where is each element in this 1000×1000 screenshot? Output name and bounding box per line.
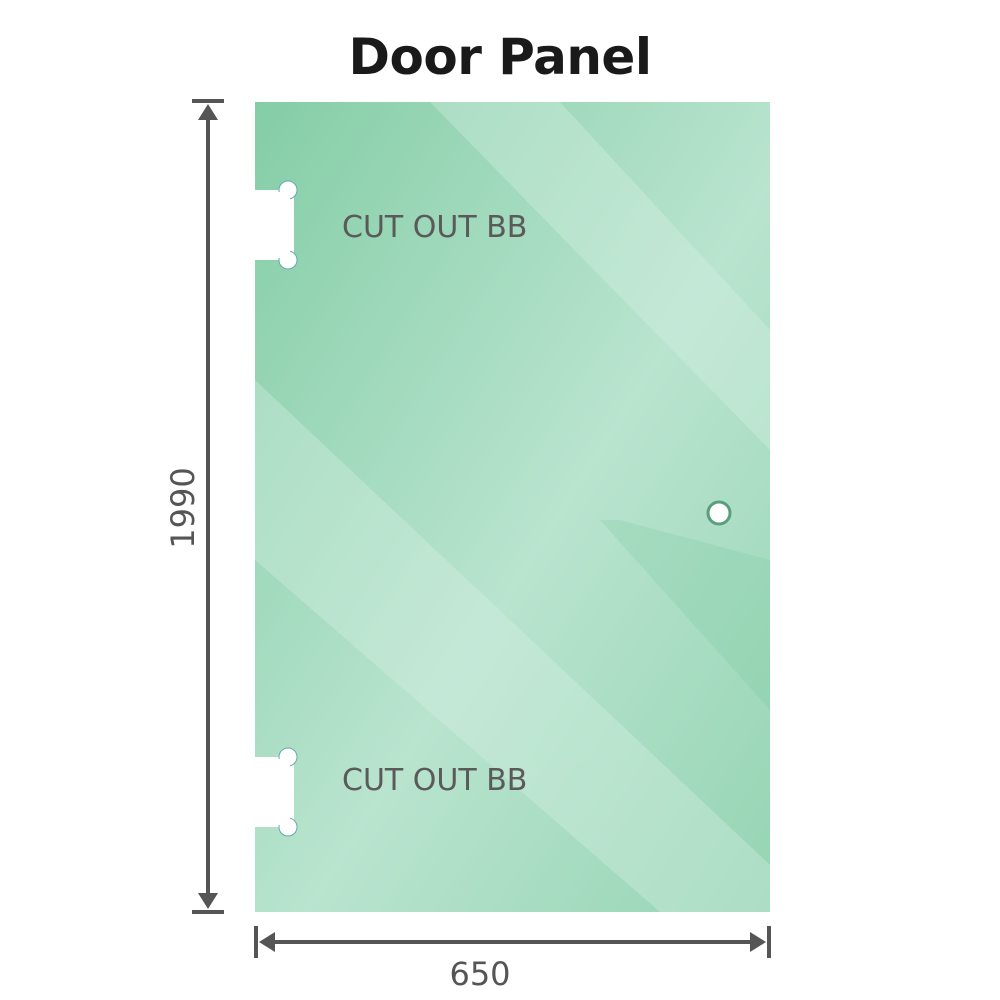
glass-panel bbox=[255, 102, 770, 912]
width-dimension-line bbox=[254, 926, 771, 958]
cutout-label-bottom: CUT OUT BB bbox=[342, 763, 527, 798]
height-dimension-line bbox=[192, 99, 224, 914]
width-dimension-label: 650 bbox=[449, 955, 510, 993]
handle-hole bbox=[706, 500, 732, 526]
diagram-title: Door Panel bbox=[348, 28, 652, 86]
cutout-top bbox=[250, 180, 298, 270]
cutout-label-top: CUT OUT BB bbox=[342, 210, 527, 245]
height-dimension-label: 1990 bbox=[164, 467, 202, 548]
cutout-bottom bbox=[250, 747, 298, 837]
